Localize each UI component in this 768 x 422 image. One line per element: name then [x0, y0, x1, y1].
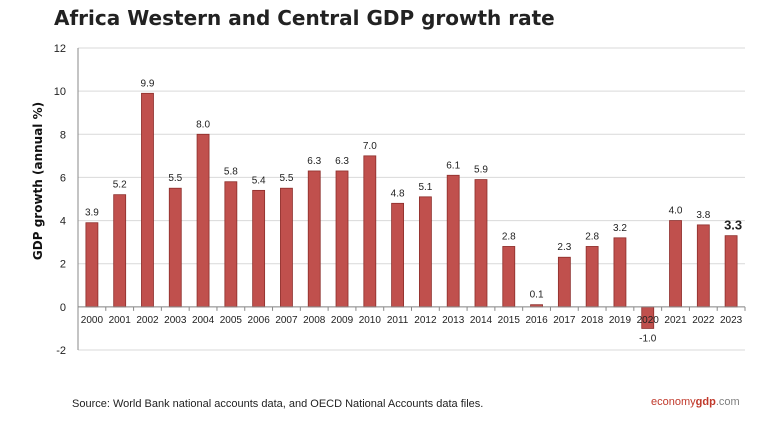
- data-label-2012: 5.1: [418, 182, 432, 193]
- data-label-2017: 2.3: [557, 242, 571, 253]
- y-tick-label: -2: [56, 345, 66, 357]
- brand-part-1: economy: [651, 396, 696, 408]
- bar-2008: [307, 170, 321, 308]
- bar-2022: [696, 224, 710, 308]
- x-tick-label-2007: 2007: [275, 315, 298, 326]
- y-tick-label: 2: [60, 259, 66, 271]
- bar-2015: [502, 246, 516, 308]
- x-tick-label-2023: 2023: [720, 315, 743, 326]
- data-label-2014: 5.9: [474, 165, 488, 176]
- x-tick-label-2003: 2003: [164, 315, 187, 326]
- data-label-2020: -1.0: [639, 333, 657, 344]
- chart-title: Africa Western and Central GDP growth ra…: [54, 6, 555, 30]
- bar-2010: [363, 155, 377, 308]
- data-label-2011: 4.8: [391, 188, 405, 199]
- data-label-2009: 6.3: [335, 156, 349, 167]
- bar-2001: [113, 194, 127, 308]
- x-tick-label-2019: 2019: [609, 315, 632, 326]
- bar-2012: [418, 196, 432, 308]
- bar-2005: [224, 181, 238, 308]
- x-tick-label-2017: 2017: [553, 315, 576, 326]
- x-tick-label-2012: 2012: [414, 315, 437, 326]
- data-label-2002: 9.9: [141, 78, 155, 89]
- brand-part-3: .com: [715, 396, 740, 408]
- x-tick-label-2022: 2022: [692, 315, 715, 326]
- x-tick-label-2010: 2010: [359, 315, 382, 326]
- x-tick-label-2018: 2018: [581, 315, 604, 326]
- x-tick-label-2020: 2020: [637, 315, 660, 326]
- x-tick-label-2021: 2021: [664, 315, 687, 326]
- data-label-2015: 2.8: [502, 231, 516, 242]
- x-tick-label-2002: 2002: [136, 315, 159, 326]
- bar-2000: [85, 222, 99, 308]
- bar-2017: [557, 256, 571, 308]
- bar-2004: [196, 133, 210, 308]
- bar-2006: [252, 189, 266, 308]
- x-tick-label-2014: 2014: [470, 315, 493, 326]
- data-label-2004: 8.0: [196, 119, 210, 130]
- bar-2014: [474, 179, 488, 308]
- bar-2003: [168, 187, 182, 308]
- bar-2021: [669, 220, 682, 308]
- y-tick-label: 8: [60, 129, 66, 141]
- brand-logo[interactable]: economygdp.com: [651, 396, 740, 408]
- x-tick-label-2005: 2005: [220, 315, 243, 326]
- x-tick-label-2016: 2016: [525, 315, 548, 326]
- y-tick-label: 12: [54, 43, 66, 55]
- data-label-2016: 0.1: [530, 290, 544, 301]
- data-label-2003: 5.5: [168, 173, 182, 184]
- bar-2013: [446, 174, 460, 308]
- data-label-2022: 3.8: [696, 210, 710, 221]
- data-label-2010: 7.0: [363, 141, 377, 152]
- data-label-2005: 5.8: [224, 167, 238, 178]
- source-note: Source: World Bank national accounts dat…: [72, 398, 484, 410]
- data-label-2018: 2.8: [585, 231, 599, 242]
- x-tick-label-2004: 2004: [192, 315, 215, 326]
- x-tick-label-2001: 2001: [109, 315, 132, 326]
- y-tick-label: 0: [60, 302, 66, 314]
- data-label-2008: 6.3: [307, 156, 321, 167]
- x-tick-label-2008: 2008: [303, 315, 326, 326]
- data-label-2023: 3.3: [724, 218, 742, 233]
- data-label-2006: 5.4: [252, 175, 266, 186]
- bar-2007: [280, 187, 293, 308]
- x-tick-label-2009: 2009: [331, 315, 354, 326]
- x-tick-label-2011: 2011: [387, 315, 409, 326]
- bar-2018: [585, 246, 599, 308]
- y-tick-label: 4: [60, 216, 66, 228]
- data-label-2007: 5.5: [279, 173, 293, 184]
- data-label-2019: 3.2: [613, 223, 627, 234]
- x-tick-label-2006: 2006: [248, 315, 271, 326]
- x-tick-label-2015: 2015: [498, 315, 521, 326]
- data-label-2000: 3.9: [85, 208, 99, 219]
- bar-2019: [613, 237, 627, 308]
- x-tick-label-2000: 2000: [81, 315, 104, 326]
- bar-2023: [724, 235, 738, 308]
- bar-2011: [391, 202, 405, 308]
- data-label-2013: 6.1: [446, 160, 460, 171]
- data-label-2021: 4.0: [669, 206, 683, 217]
- bar-2002: [141, 92, 154, 308]
- y-tick-label: 10: [54, 86, 66, 98]
- y-axis-title: GDP growth (annual %): [31, 102, 45, 260]
- data-label-2001: 5.2: [113, 180, 127, 191]
- brand-part-2: gdp: [695, 396, 716, 408]
- x-tick-label-2013: 2013: [442, 315, 465, 326]
- y-tick-label: 6: [60, 172, 66, 184]
- bar-2009: [335, 170, 349, 308]
